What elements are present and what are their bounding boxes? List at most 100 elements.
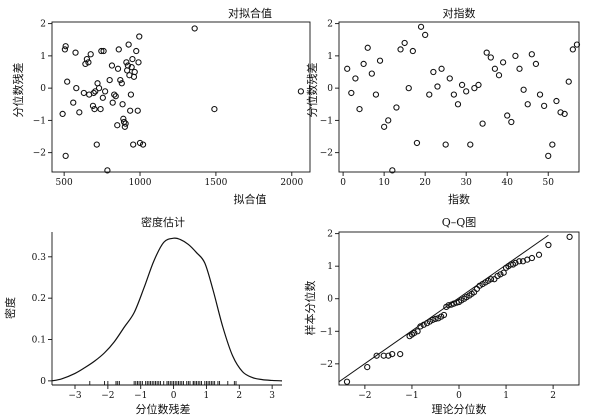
xticks-index: 0 10 20 30 40 50 bbox=[340, 172, 554, 188]
x-tick-label-fitted: 500 bbox=[56, 178, 73, 188]
data-point bbox=[422, 31, 429, 39]
data-point bbox=[393, 104, 400, 111]
data-point bbox=[446, 75, 453, 82]
points-index bbox=[344, 23, 581, 174]
data-point bbox=[397, 46, 404, 53]
data-point bbox=[76, 109, 83, 116]
data-point bbox=[98, 47, 105, 55]
data-point bbox=[356, 105, 363, 113]
data-point bbox=[122, 120, 129, 127]
data-point bbox=[495, 72, 503, 79]
y-tick-label-index: −2 bbox=[320, 149, 333, 159]
data-point bbox=[117, 76, 124, 84]
panel-density: 密度估计 分位数残差 密度 −3 −2 −1 0 1 2 3 0 0.1 0.2 0.3 bbox=[3, 215, 283, 416]
plot-frame-index bbox=[338, 21, 580, 173]
y-tick-label-fitted: −1 bbox=[33, 116, 46, 126]
data-point bbox=[442, 141, 449, 148]
x-tick-label-index: 30 bbox=[460, 178, 472, 188]
data-point bbox=[297, 88, 305, 95]
data-point bbox=[430, 68, 437, 76]
data-point bbox=[121, 123, 128, 130]
data-point bbox=[125, 41, 132, 48]
x-tick-label-qq: 1 bbox=[503, 391, 509, 401]
y-tick-label-index: −1 bbox=[320, 116, 333, 126]
data-point bbox=[112, 93, 119, 100]
ylabel-fitted: 分位数残差 bbox=[11, 63, 25, 118]
data-point bbox=[512, 259, 519, 267]
data-point bbox=[109, 99, 116, 106]
data-point bbox=[120, 115, 127, 122]
points-qq bbox=[343, 233, 573, 385]
data-point bbox=[352, 75, 359, 82]
x-tick-label-index: 0 bbox=[340, 178, 346, 188]
data-point bbox=[114, 65, 122, 72]
data-point bbox=[73, 85, 80, 92]
data-point bbox=[429, 316, 436, 324]
data-point bbox=[72, 49, 79, 56]
xticks-density: −3 −2 −1 0 1 2 3 bbox=[68, 385, 275, 401]
data-point bbox=[532, 60, 540, 68]
yticks-qq: −2 −1 0 1 2 bbox=[320, 230, 339, 370]
data-point bbox=[432, 315, 439, 323]
title-index: 对指数 bbox=[443, 6, 476, 20]
x-tick-label-density: 0 bbox=[171, 391, 177, 401]
data-point bbox=[434, 83, 441, 90]
data-point bbox=[62, 152, 69, 159]
yticks-density: 0 0.1 0.2 0.3 bbox=[32, 253, 52, 387]
data-point bbox=[123, 59, 130, 66]
y-tick-label-density: 0.1 bbox=[32, 336, 46, 346]
plot-frame-fitted bbox=[51, 21, 311, 173]
data-point bbox=[573, 41, 581, 48]
xlabel-qq: 理论分位数 bbox=[432, 402, 487, 416]
y-tick-label-fitted: 2 bbox=[40, 20, 46, 30]
data-point bbox=[549, 141, 556, 148]
data-point bbox=[80, 89, 87, 97]
xticks-fitted: 500 1000 1500 2000 bbox=[56, 172, 304, 188]
data-point bbox=[520, 86, 527, 93]
y-tick-label-fitted: 0 bbox=[40, 84, 46, 94]
data-point bbox=[504, 112, 511, 119]
y-tick-label-qq: −1 bbox=[320, 327, 333, 337]
data-point bbox=[373, 352, 380, 359]
x-tick-label-density: −2 bbox=[101, 391, 114, 401]
data-point bbox=[95, 85, 103, 92]
data-point bbox=[479, 120, 486, 127]
data-point bbox=[114, 122, 121, 129]
data-point bbox=[376, 57, 384, 64]
data-point bbox=[100, 47, 107, 55]
data-point bbox=[119, 101, 126, 108]
x-tick-label-index: 10 bbox=[378, 178, 390, 188]
data-point bbox=[133, 47, 140, 55]
data-point bbox=[541, 102, 548, 109]
x-tick-label-density: −1 bbox=[134, 391, 147, 401]
data-point bbox=[101, 88, 109, 95]
data-point bbox=[134, 107, 141, 114]
data-point bbox=[566, 233, 573, 241]
data-point bbox=[385, 352, 392, 359]
y-tick-label-qq: 1 bbox=[327, 262, 333, 272]
data-point bbox=[364, 44, 371, 51]
data-point bbox=[368, 70, 375, 77]
data-point bbox=[83, 55, 91, 63]
data-point bbox=[545, 152, 552, 159]
data-point bbox=[463, 88, 470, 95]
data-point bbox=[405, 85, 412, 92]
data-point bbox=[528, 51, 535, 58]
ylabel-density: 密度 bbox=[3, 297, 17, 319]
x-tick-label-index: 50 bbox=[543, 178, 555, 188]
data-point bbox=[458, 81, 466, 89]
data-point bbox=[89, 102, 97, 109]
x-tick-label-qq: −2 bbox=[358, 391, 371, 401]
y-tick-label-index: 1 bbox=[327, 52, 333, 62]
data-point bbox=[136, 139, 144, 147]
data-point bbox=[471, 85, 478, 92]
data-point bbox=[99, 94, 106, 101]
data-point bbox=[129, 55, 136, 63]
title-fitted: 对拟合值 bbox=[228, 6, 272, 20]
data-point bbox=[528, 254, 536, 262]
data-point bbox=[62, 43, 69, 50]
data-point bbox=[389, 350, 396, 358]
ylabel-qq: 样本分位数 bbox=[303, 281, 317, 336]
data-point bbox=[467, 141, 474, 148]
